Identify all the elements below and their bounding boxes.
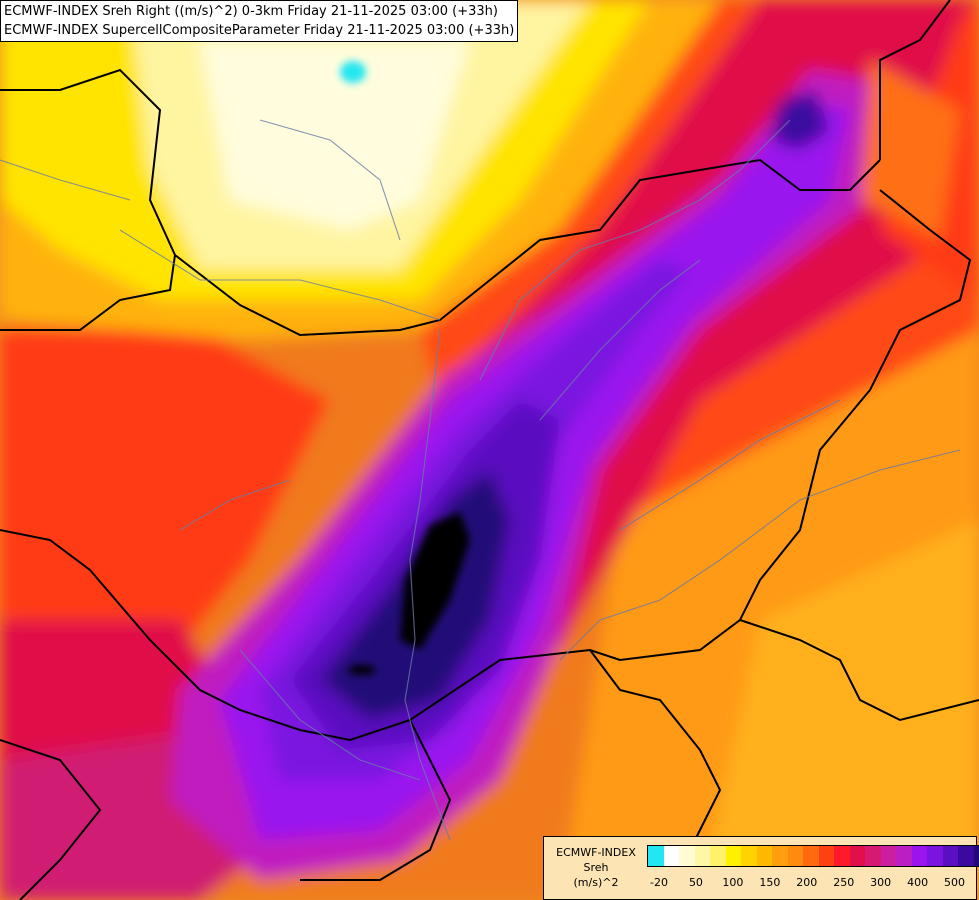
legend-tick: 50	[688, 876, 703, 889]
legend-swatch	[958, 846, 974, 866]
legend-title: ECMWF-INDEX Sreh (m/s)^2	[548, 845, 644, 890]
legend-swatch	[865, 846, 881, 866]
legend-swatch	[772, 846, 788, 866]
map-title-box: ECMWF-INDEX Sreh Right ((m/s)^2) 0-3km F…	[0, 0, 519, 42]
legend-swatch	[880, 846, 896, 866]
legend-unit: (m/s)^2	[573, 876, 619, 889]
legend-color-bar	[647, 845, 979, 867]
legend-swatch	[725, 846, 741, 866]
color-legend: ECMWF-INDEX Sreh (m/s)^2 -20 50 100 150 200 2…	[543, 836, 979, 900]
legend-tick: -20	[650, 876, 668, 889]
legend-swatch	[818, 846, 834, 866]
legend-tick-labels: -2050100150200250300400500700	[647, 876, 972, 890]
legend-swatch	[896, 846, 912, 866]
legend-tick: 400	[907, 876, 929, 889]
legend-tick: 300	[870, 876, 892, 889]
title-line-scp: ECMWF-INDEX SupercellCompositeParameter …	[4, 23, 515, 38]
legend-tick: 250	[833, 876, 855, 889]
legend-swatch	[648, 846, 664, 866]
legend-tick: 100	[722, 876, 744, 889]
sreh-core	[340, 61, 470, 675]
legend-swatch	[787, 846, 803, 866]
legend-swatch	[911, 846, 927, 866]
legend-swatch	[803, 846, 819, 866]
legend-swatch	[710, 846, 726, 866]
legend-swatch	[756, 846, 772, 866]
legend-param: Sreh	[583, 861, 609, 874]
legend-swatch	[663, 846, 679, 866]
legend-swatch	[679, 846, 695, 866]
legend-tick: 200	[796, 876, 818, 889]
legend-swatch	[849, 846, 865, 866]
legend-tick: 500	[944, 876, 966, 889]
legend-swatch	[741, 846, 757, 866]
legend-tick: 150	[759, 876, 781, 889]
legend-swatch	[834, 846, 850, 866]
legend-model: ECMWF-INDEX	[556, 846, 636, 859]
legend-swatch	[973, 846, 979, 866]
legend-swatch	[927, 846, 943, 866]
title-line-sreh: ECMWF-INDEX Sreh Right ((m/s)^2) 0-3km F…	[4, 4, 498, 19]
legend-swatch	[942, 846, 958, 866]
legend-swatch	[694, 846, 710, 866]
rivers	[0, 119, 961, 841]
